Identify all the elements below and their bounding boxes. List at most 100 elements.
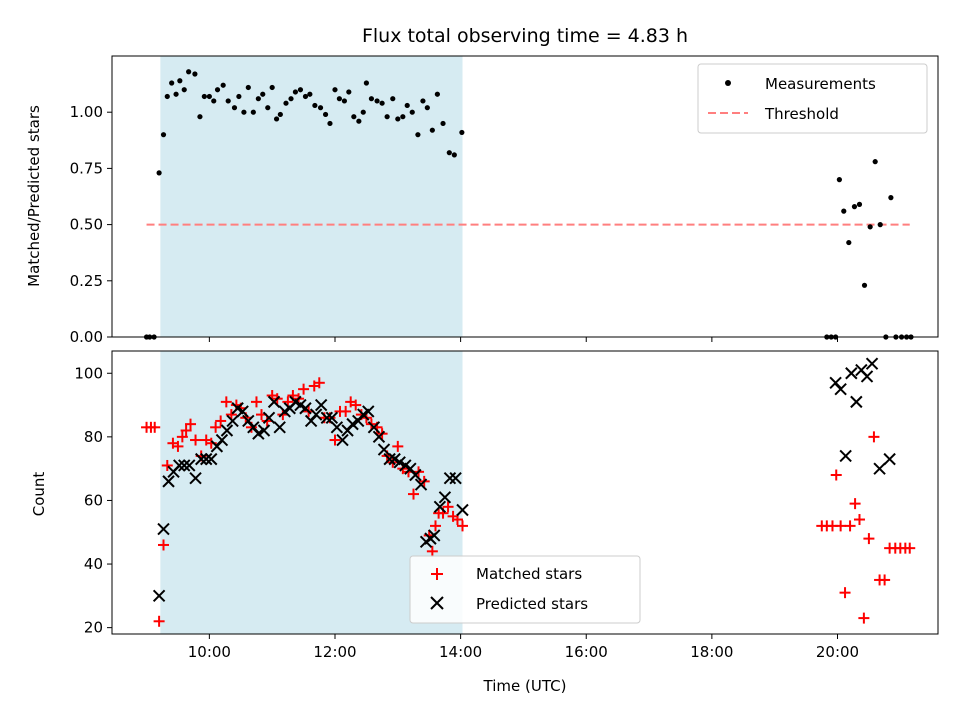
matched-star-point <box>172 440 184 452</box>
predicted-star-point <box>205 452 218 466</box>
top-x-ticks <box>208 337 838 342</box>
top-legend: Measurements Threshold <box>697 63 928 134</box>
matched-star-point <box>350 399 362 411</box>
bottom-legend-box <box>409 555 641 624</box>
predicted-star-point <box>162 475 175 488</box>
measurement-point <box>192 71 198 77</box>
measurement-point <box>459 129 465 136</box>
bottom-axes-frame <box>111 350 939 635</box>
measurement-point <box>317 105 324 111</box>
measurement-point <box>356 118 362 124</box>
matched-star-point <box>149 421 161 433</box>
predicted-star-point <box>839 449 852 463</box>
measurement-point <box>346 89 352 95</box>
measurement-point <box>374 98 380 104</box>
predicted-star-point <box>189 471 202 485</box>
measurement-point <box>395 116 401 122</box>
matched-star-point <box>176 431 188 443</box>
measurement-point <box>400 114 406 120</box>
measurement-point <box>451 152 457 158</box>
predicted-star-point <box>194 452 208 466</box>
measurement-point <box>288 96 294 102</box>
measurement-point <box>341 98 348 104</box>
predicted-star-point <box>834 382 847 396</box>
matched-star-point <box>340 405 352 417</box>
x-axis-label: Time (UTC) <box>483 677 567 695</box>
predicted-star-point <box>433 500 447 514</box>
measurement-point <box>888 195 894 201</box>
measurement-point <box>273 116 280 122</box>
measurement-point <box>351 114 357 120</box>
measurement-point <box>245 84 251 91</box>
measurement-point <box>220 82 226 88</box>
predicted-star-point <box>865 357 879 370</box>
matched-star-point <box>313 377 325 389</box>
matched-star-point <box>863 533 875 545</box>
predicted-star-point <box>220 424 234 437</box>
measurement-point <box>420 98 426 104</box>
x-tick-label: 12:00 <box>313 643 356 661</box>
predicted-star-point <box>226 414 239 428</box>
bottom-y-tick-label: 60 <box>84 491 103 509</box>
matched-star-point <box>858 612 870 624</box>
matched-star-point <box>426 545 438 557</box>
matched-star-point <box>210 421 222 433</box>
predicted-star-point <box>383 452 396 466</box>
predicted-star-point <box>346 417 359 431</box>
predicted-star-point <box>183 459 196 472</box>
top-legend-box <box>697 63 928 134</box>
measurement-point <box>265 105 271 111</box>
predicted-star-point <box>309 408 323 421</box>
predicted-star-point <box>873 462 886 475</box>
matched-star-point <box>392 440 404 452</box>
measurement-point <box>327 120 333 127</box>
predicted-star-point <box>330 421 344 434</box>
matched-star-point <box>250 396 262 408</box>
top-y-tick-label: 0.75 <box>70 159 103 177</box>
matched-star-point <box>298 383 310 395</box>
matched-star-point <box>190 434 202 446</box>
predicted-star-point <box>173 459 186 472</box>
matched-star-point <box>904 542 916 554</box>
measurement-point <box>841 208 847 214</box>
measurement-point <box>160 132 167 138</box>
predicted-star-point <box>393 456 406 469</box>
x-tick-label: 10:00 <box>188 643 231 661</box>
bottom-y-axis-label: Count <box>30 472 48 517</box>
bottom-y-tick-label: 40 <box>84 555 103 573</box>
measurement-point <box>255 96 261 102</box>
bottom-y-ticks: 20 40 60 80 100 <box>74 364 112 637</box>
top-y-tick-label: 0.00 <box>70 328 103 346</box>
top-y-tick-label: 1.00 <box>70 103 103 121</box>
x-tick-label: 16:00 <box>565 643 608 661</box>
matched-star-point <box>830 469 842 481</box>
measurement-point <box>297 87 304 93</box>
measurement-point <box>363 80 369 86</box>
measurement-point <box>446 150 452 156</box>
matched-star-point <box>408 488 420 500</box>
predicted-star-point <box>215 433 229 447</box>
chart-title: Flux total observing time = 4.83 h <box>362 25 688 47</box>
legend-measurements-marker <box>725 80 731 86</box>
bottom-y-tick-label: 80 <box>84 428 103 446</box>
predicted-star-point <box>449 471 462 485</box>
predicted-star-point <box>262 411 276 424</box>
measurement-point <box>856 201 863 207</box>
top-y-tick-label: 0.25 <box>70 272 103 290</box>
predicted-star-point <box>845 367 858 380</box>
matched-star-point <box>220 396 232 408</box>
measurement-point <box>181 87 187 93</box>
matched-star-point <box>844 520 856 532</box>
measurement-point <box>177 78 183 84</box>
x-tick-label: 18:00 <box>690 643 733 661</box>
measurement-point <box>440 120 446 127</box>
measurement-point <box>225 98 231 104</box>
matched-star-point <box>158 539 170 551</box>
measurement-point <box>211 98 217 104</box>
predicted-star-point <box>372 430 386 444</box>
bottom-y-tick-label: 20 <box>84 619 103 637</box>
measurement-point <box>260 91 266 97</box>
measurement-point <box>415 132 421 138</box>
matched-star-point <box>879 574 891 586</box>
